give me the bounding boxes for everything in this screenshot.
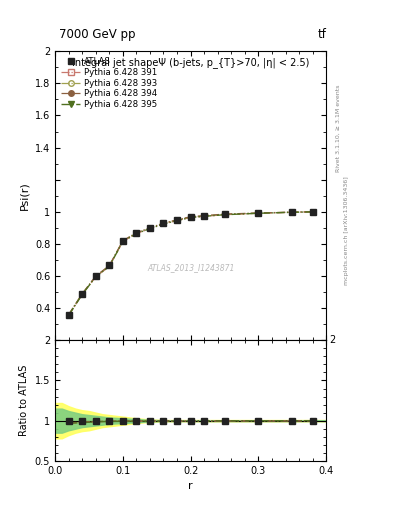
Text: 7000 GeV pp: 7000 GeV pp [59, 28, 136, 41]
Y-axis label: Ratio to ATLAS: Ratio to ATLAS [19, 365, 29, 436]
Text: tf: tf [317, 28, 326, 41]
Text: 2: 2 [329, 335, 335, 345]
Text: Rivet 3.1.10, ≥ 3.1M events: Rivet 3.1.10, ≥ 3.1M events [336, 84, 341, 172]
Y-axis label: Psi(r): Psi(r) [19, 181, 29, 210]
Text: Integral jet shapeΨ (b-jets, p_{T}>70, |η| < 2.5): Integral jet shapeΨ (b-jets, p_{T}>70, |… [72, 57, 309, 68]
Text: mcplots.cern.ch [arXiv:1306.3436]: mcplots.cern.ch [arXiv:1306.3436] [344, 176, 349, 285]
Text: ATLAS_2013_I1243871: ATLAS_2013_I1243871 [147, 264, 234, 272]
Legend: ATLAS, Pythia 6.428 391, Pythia 6.428 393, Pythia 6.428 394, Pythia 6.428 395: ATLAS, Pythia 6.428 391, Pythia 6.428 39… [58, 54, 161, 113]
X-axis label: r: r [188, 481, 193, 491]
